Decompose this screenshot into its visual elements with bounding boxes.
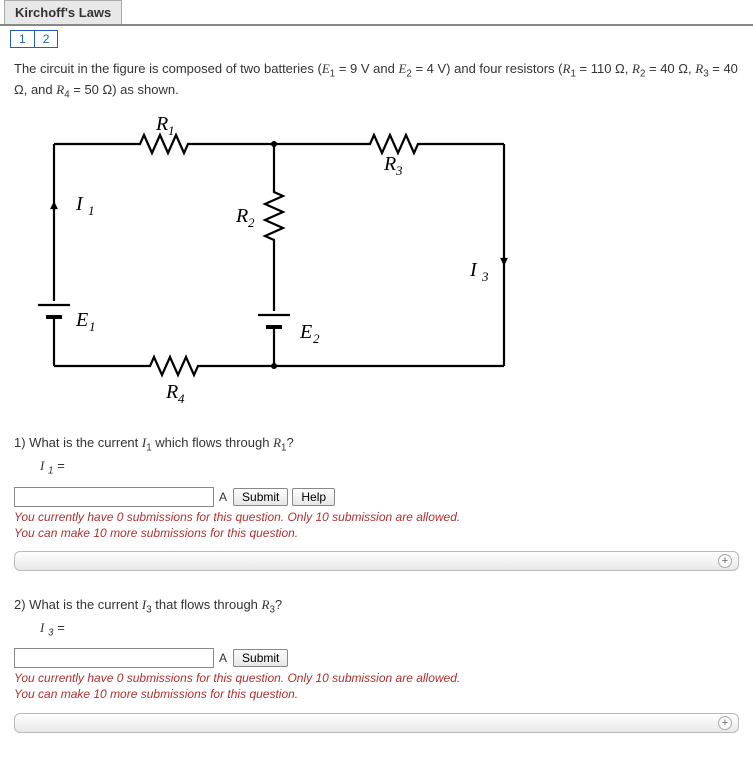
- svg-text:R: R: [165, 381, 178, 403]
- svg-text:R: R: [155, 113, 168, 135]
- expander-bar[interactable]: +: [14, 551, 739, 571]
- svg-text:2: 2: [248, 215, 255, 230]
- expander-bar[interactable]: +: [14, 713, 739, 733]
- svg-text:2: 2: [313, 331, 320, 346]
- question-prompt: 1) What is the current I1 which flows th…: [14, 435, 739, 454]
- svg-text:I: I: [469, 259, 478, 281]
- submission-warning: You currently have 0 submissions for thi…: [14, 509, 739, 541]
- svg-text:I: I: [75, 193, 84, 215]
- question-variable: I 3 =: [40, 620, 739, 639]
- svg-text:E: E: [299, 321, 312, 343]
- answer-row: A Submit Help: [14, 487, 739, 507]
- subtabs: 1 2: [0, 26, 753, 48]
- plus-icon: +: [718, 554, 732, 568]
- question-variable: I 1 =: [40, 458, 739, 477]
- submit-button[interactable]: Submit: [233, 649, 288, 667]
- question-2: 2) What is the current I3 that flows thr…: [14, 597, 739, 733]
- unit-label: A: [219, 490, 227, 504]
- svg-text:3: 3: [395, 163, 403, 178]
- submit-button[interactable]: Submit: [233, 488, 288, 506]
- tab-1[interactable]: 1: [10, 30, 35, 48]
- svg-text:1: 1: [89, 319, 96, 334]
- answer-input[interactable]: [14, 648, 214, 668]
- submission-warning: You currently have 0 submissions for thi…: [14, 670, 739, 702]
- unit-label: A: [219, 651, 227, 665]
- help-button[interactable]: Help: [292, 488, 335, 506]
- page-title-tab: Kirchoff's Laws: [4, 0, 122, 24]
- answer-row: A Submit: [14, 648, 739, 668]
- question-1: 1) What is the current I1 which flows th…: [14, 435, 739, 571]
- svg-text:1: 1: [88, 203, 95, 218]
- content: The circuit in the figure is composed of…: [0, 48, 753, 745]
- problem-statement: The circuit in the figure is composed of…: [14, 60, 739, 102]
- svg-text:R: R: [383, 153, 396, 175]
- svg-text:4: 4: [178, 391, 185, 406]
- svg-text:E: E: [75, 309, 88, 331]
- header: Kirchoff's Laws: [0, 0, 753, 26]
- question-prompt: 2) What is the current I3 that flows thr…: [14, 597, 739, 616]
- svg-text:1: 1: [168, 123, 175, 138]
- plus-icon: +: [718, 716, 732, 730]
- svg-text:R: R: [235, 205, 248, 227]
- tab-2[interactable]: 2: [34, 30, 59, 48]
- circuit-diagram: R1R3R2R4I1I3E1E2: [14, 106, 739, 409]
- svg-text:3: 3: [481, 269, 489, 284]
- answer-input[interactable]: [14, 487, 214, 507]
